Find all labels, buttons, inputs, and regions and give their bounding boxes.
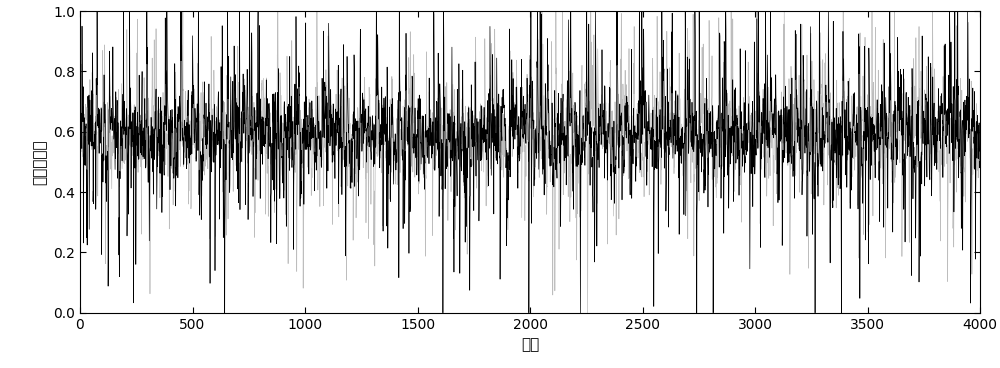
Y-axis label: 规范化幅値: 规范化幅値 [33,139,48,185]
X-axis label: 序号: 序号 [521,337,539,352]
